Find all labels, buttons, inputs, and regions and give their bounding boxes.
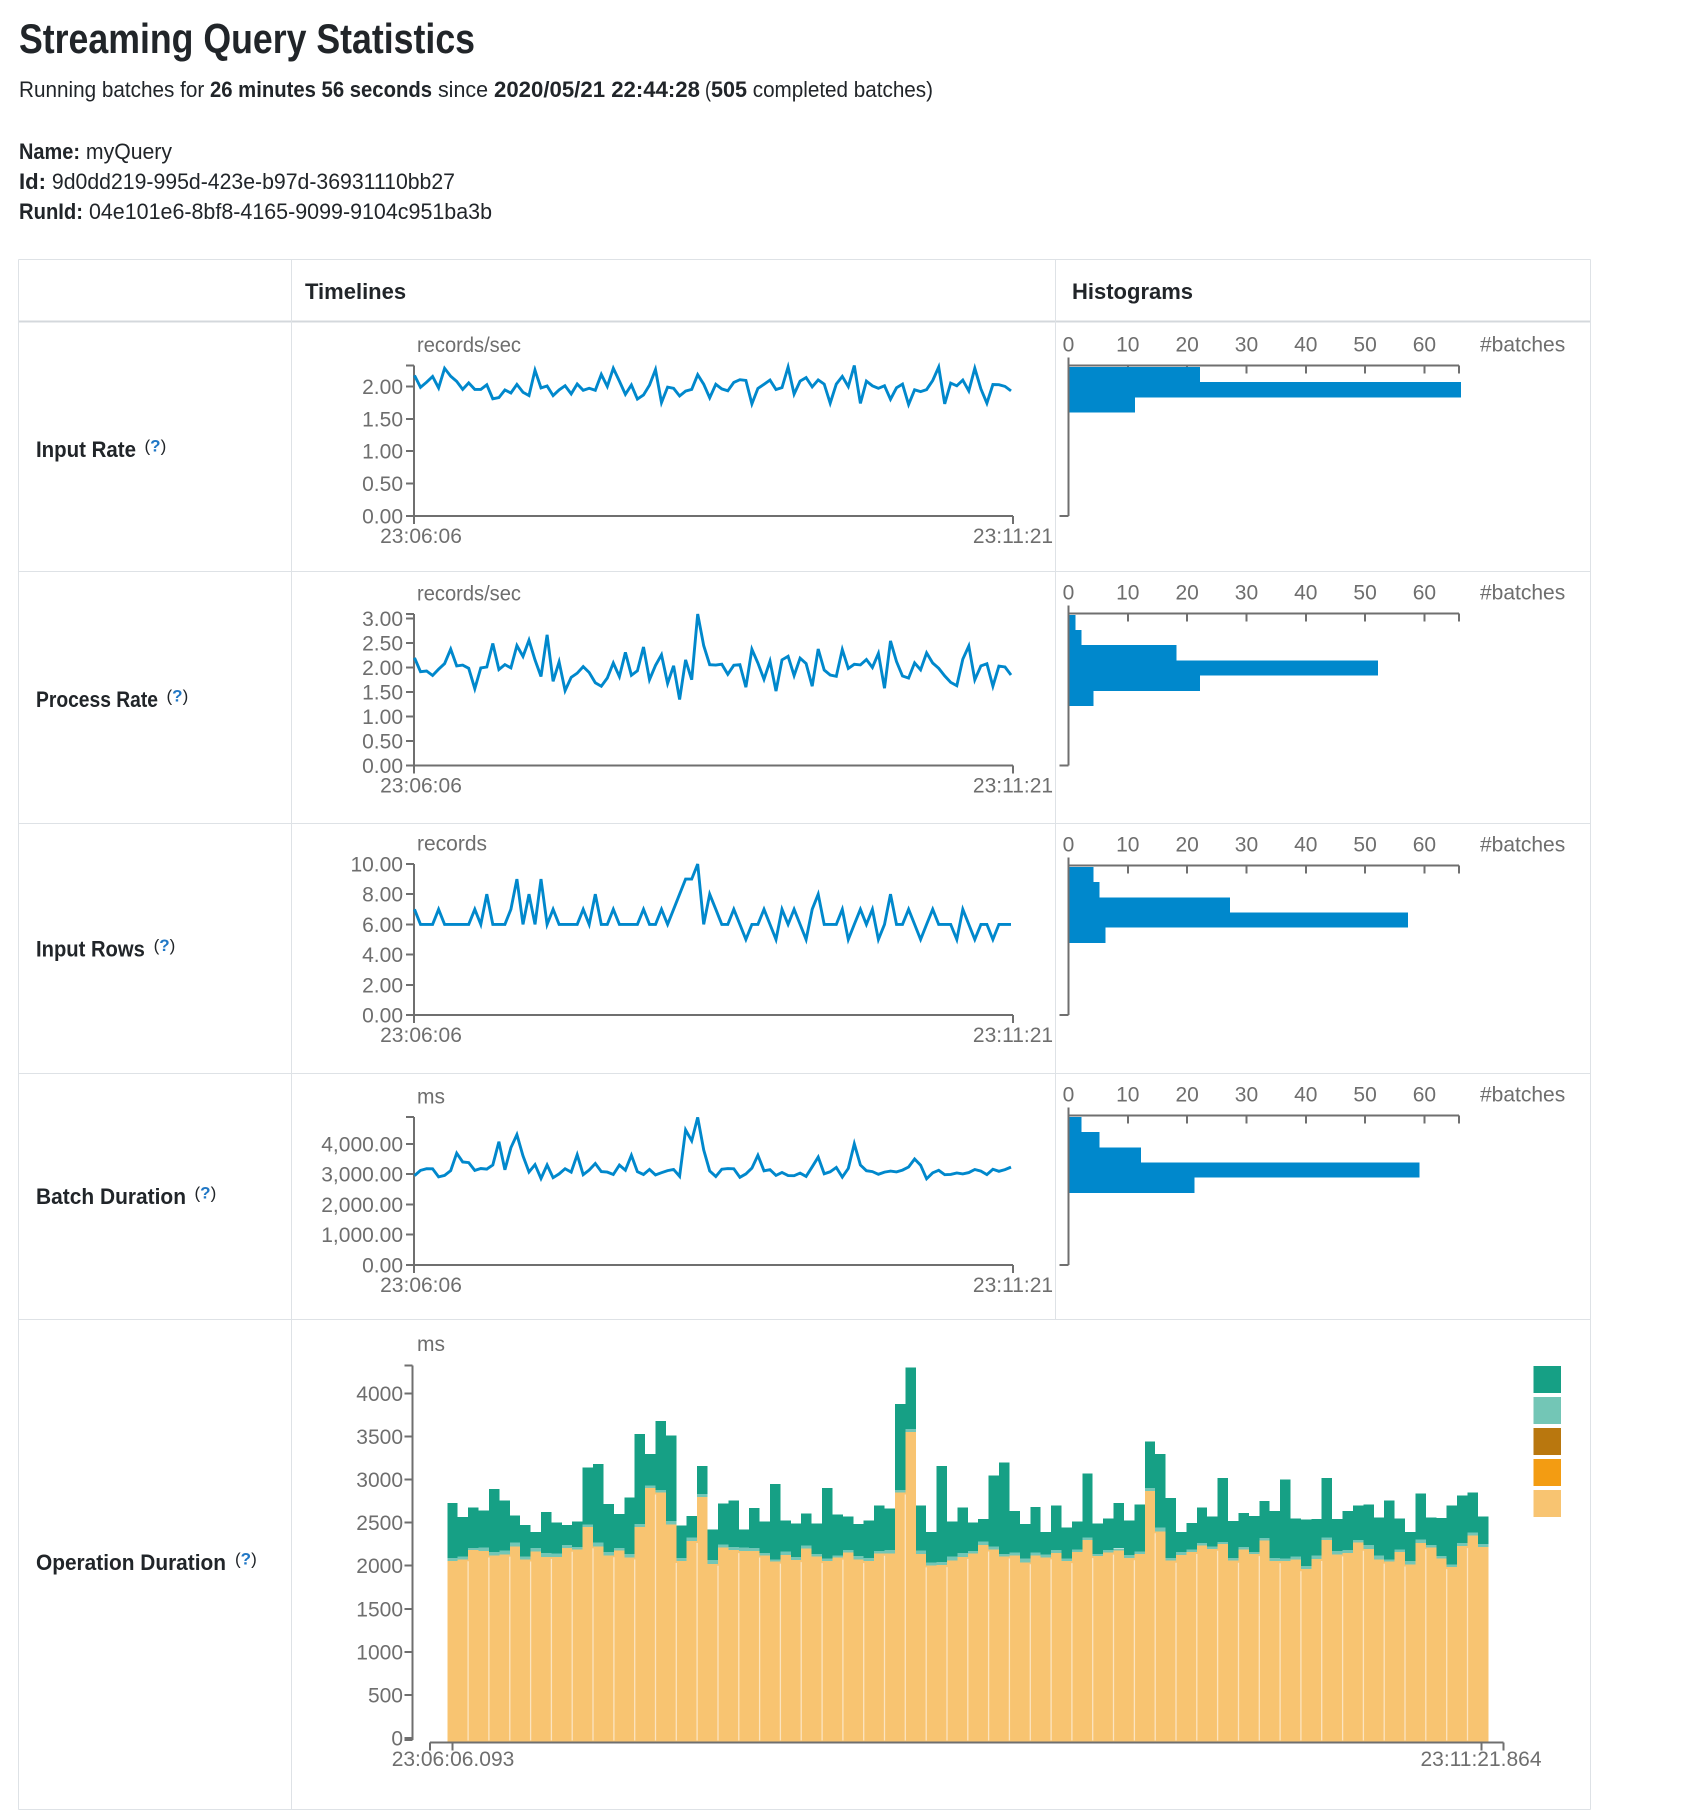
svg-text:0.50: 0.50: [362, 473, 403, 496]
svg-text:2500: 2500: [356, 1512, 403, 1535]
svg-text:50: 50: [1353, 1084, 1376, 1107]
svg-text:1.00: 1.00: [362, 441, 403, 464]
svg-text:Input Rate: Input Rate: [36, 437, 136, 462]
svg-text:Name: myQuery: Name: myQuery: [19, 139, 172, 164]
svg-text:30: 30: [1235, 1084, 1258, 1107]
svg-text:20: 20: [1175, 1084, 1198, 1107]
svg-text:1000: 1000: [356, 1641, 403, 1664]
svg-text:ms: ms: [417, 1086, 445, 1109]
svg-text:3,000.00: 3,000.00: [321, 1164, 403, 1187]
svg-text:40: 40: [1294, 834, 1317, 857]
svg-text:#batches: #batches: [1480, 834, 1565, 857]
svg-text:Input Rows: Input Rows: [36, 937, 145, 962]
svg-text:Running batches for 26 minutes: Running batches for 26 minutes 56 second…: [19, 77, 933, 102]
svg-text:50: 50: [1353, 582, 1376, 605]
svg-text:0: 0: [1063, 834, 1075, 857]
svg-text:1500: 1500: [356, 1598, 403, 1621]
svg-text:6.00: 6.00: [362, 914, 403, 937]
svg-text:records/sec: records/sec: [417, 334, 521, 357]
svg-text:ms: ms: [417, 1333, 445, 1356]
svg-text:1,000.00: 1,000.00: [321, 1224, 403, 1247]
svg-text:40: 40: [1294, 1084, 1317, 1107]
svg-text:0: 0: [1063, 1084, 1075, 1107]
svg-text:0.00: 0.00: [362, 1005, 403, 1028]
svg-text:1.50: 1.50: [362, 408, 403, 431]
svg-text:23:06:06: 23:06:06: [380, 1024, 462, 1047]
svg-text:Streaming Query Statistics: Streaming Query Statistics: [19, 15, 475, 62]
svg-text:23:06:06: 23:06:06: [380, 775, 462, 798]
svg-text:20: 20: [1175, 334, 1198, 357]
svg-text:4.00: 4.00: [362, 944, 403, 967]
svg-text:50: 50: [1353, 334, 1376, 357]
svg-text:Process Rate: Process Rate: [36, 687, 158, 712]
svg-text:500: 500: [368, 1684, 403, 1707]
svg-text:2.00: 2.00: [362, 657, 403, 680]
svg-text:23:11:21.864: 23:11:21.864: [1420, 1748, 1541, 1771]
svg-text:50: 50: [1353, 834, 1376, 857]
svg-text:#batches: #batches: [1480, 582, 1565, 605]
svg-text:(?): (?): [154, 936, 176, 955]
svg-text:60: 60: [1413, 334, 1436, 357]
svg-text:(?): (?): [167, 687, 189, 706]
svg-text:Operation Duration: Operation Duration: [36, 1550, 226, 1575]
svg-text:10: 10: [1116, 834, 1139, 857]
svg-text:3.00: 3.00: [362, 608, 403, 631]
svg-text:30: 30: [1235, 582, 1258, 605]
svg-text:30: 30: [1235, 834, 1258, 857]
svg-text:2.00: 2.00: [362, 974, 403, 997]
svg-text:(?): (?): [195, 1184, 217, 1203]
svg-text:23:06:06: 23:06:06: [380, 1274, 462, 1297]
svg-text:2.00: 2.00: [362, 376, 403, 399]
svg-text:(?): (?): [235, 1550, 257, 1569]
svg-text:10: 10: [1116, 582, 1139, 605]
svg-text:RunId: 04e101e6-8bf8-4165-9099: RunId: 04e101e6-8bf8-4165-9099-9104c951b…: [19, 199, 492, 224]
svg-text:Id: 9d0dd219-995d-423e-b97d-36: Id: 9d0dd219-995d-423e-b97d-36931110bb27: [19, 169, 455, 194]
svg-text:4000: 4000: [356, 1383, 403, 1406]
svg-text:23:11:21: 23:11:21: [973, 525, 1053, 548]
svg-text:(?): (?): [145, 437, 167, 456]
svg-text:0.00: 0.00: [362, 755, 403, 778]
svg-text:60: 60: [1413, 582, 1436, 605]
svg-text:10.00: 10.00: [350, 854, 403, 877]
svg-text:0.00: 0.00: [362, 506, 403, 529]
svg-text:40: 40: [1294, 334, 1317, 357]
svg-text:3000: 3000: [356, 1469, 403, 1492]
svg-text:23:11:21: 23:11:21: [973, 1274, 1053, 1297]
svg-text:0: 0: [1063, 582, 1075, 605]
svg-text:20: 20: [1175, 834, 1198, 857]
svg-text:0: 0: [1063, 334, 1075, 357]
svg-text:60: 60: [1413, 1084, 1436, 1107]
svg-text:records/sec: records/sec: [417, 583, 521, 606]
svg-text:3500: 3500: [356, 1426, 403, 1449]
svg-text:10: 10: [1116, 1084, 1139, 1107]
svg-text:23:06:06.093: 23:06:06.093: [392, 1748, 515, 1771]
svg-text:#batches: #batches: [1480, 334, 1565, 357]
svg-text:20: 20: [1175, 582, 1198, 605]
svg-text:60: 60: [1413, 834, 1436, 857]
svg-text:#batches: #batches: [1480, 1084, 1565, 1107]
svg-text:1.50: 1.50: [362, 682, 403, 705]
svg-text:40: 40: [1294, 582, 1317, 605]
svg-text:23:11:21: 23:11:21: [973, 775, 1053, 798]
svg-text:records: records: [417, 833, 487, 856]
svg-text:2000: 2000: [356, 1555, 403, 1578]
svg-text:4,000.00: 4,000.00: [321, 1133, 403, 1156]
svg-text:0.50: 0.50: [362, 731, 403, 754]
svg-text:10: 10: [1116, 334, 1139, 357]
svg-text:Batch Duration: Batch Duration: [36, 1184, 186, 1209]
svg-text:8.00: 8.00: [362, 884, 403, 907]
svg-text:23:11:21: 23:11:21: [973, 1024, 1053, 1047]
svg-text:Timelines: Timelines: [305, 279, 406, 304]
svg-text:0: 0: [391, 1728, 403, 1751]
svg-text:2,000.00: 2,000.00: [321, 1194, 403, 1217]
svg-text:23:06:06: 23:06:06: [380, 525, 462, 548]
svg-text:0.00: 0.00: [362, 1255, 403, 1278]
svg-text:2.50: 2.50: [362, 633, 403, 656]
svg-text:30: 30: [1235, 334, 1258, 357]
svg-text:Histograms: Histograms: [1072, 279, 1193, 304]
svg-text:1.00: 1.00: [362, 706, 403, 729]
